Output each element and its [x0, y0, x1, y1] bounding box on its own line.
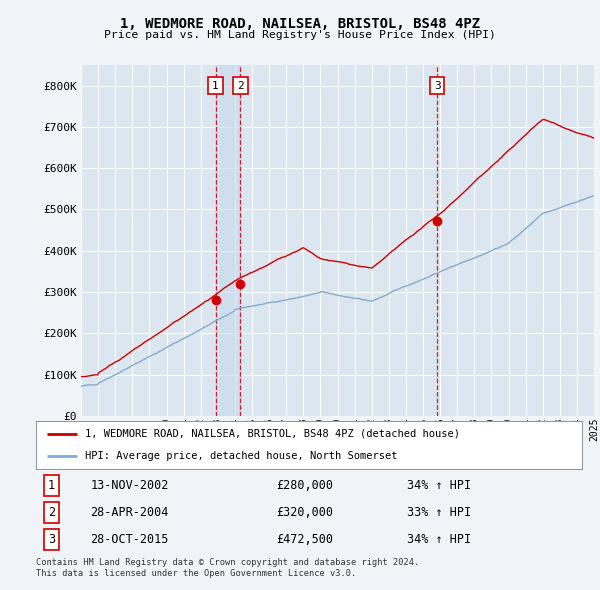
Text: 1, WEDMORE ROAD, NAILSEA, BRISTOL, BS48 4PZ (detached house): 1, WEDMORE ROAD, NAILSEA, BRISTOL, BS48 … [85, 429, 460, 439]
Text: 28-APR-2004: 28-APR-2004 [91, 506, 169, 519]
Text: This data is licensed under the Open Government Licence v3.0.: This data is licensed under the Open Gov… [36, 569, 356, 578]
Text: HPI: Average price, detached house, North Somerset: HPI: Average price, detached house, Nort… [85, 451, 398, 461]
Text: 34% ↑ HPI: 34% ↑ HPI [407, 533, 472, 546]
Text: Price paid vs. HM Land Registry's House Price Index (HPI): Price paid vs. HM Land Registry's House … [104, 30, 496, 40]
Text: 1: 1 [212, 81, 219, 90]
Text: 34% ↑ HPI: 34% ↑ HPI [407, 479, 472, 492]
Text: £320,000: £320,000 [276, 506, 333, 519]
Text: Contains HM Land Registry data © Crown copyright and database right 2024.: Contains HM Land Registry data © Crown c… [36, 558, 419, 566]
Bar [215, 65, 241, 416]
Text: 1: 1 [48, 479, 55, 492]
Text: 1, WEDMORE ROAD, NAILSEA, BRISTOL, BS48 4PZ: 1, WEDMORE ROAD, NAILSEA, BRISTOL, BS48 … [120, 17, 480, 31]
Text: 2: 2 [48, 506, 55, 519]
Text: 13-NOV-2002: 13-NOV-2002 [91, 479, 169, 492]
Text: 3: 3 [434, 81, 440, 90]
Text: 3: 3 [48, 533, 55, 546]
Text: £472,500: £472,500 [276, 533, 333, 546]
Text: 28-OCT-2015: 28-OCT-2015 [91, 533, 169, 546]
Text: 33% ↑ HPI: 33% ↑ HPI [407, 506, 472, 519]
Text: £280,000: £280,000 [276, 479, 333, 492]
Text: 2: 2 [237, 81, 244, 90]
